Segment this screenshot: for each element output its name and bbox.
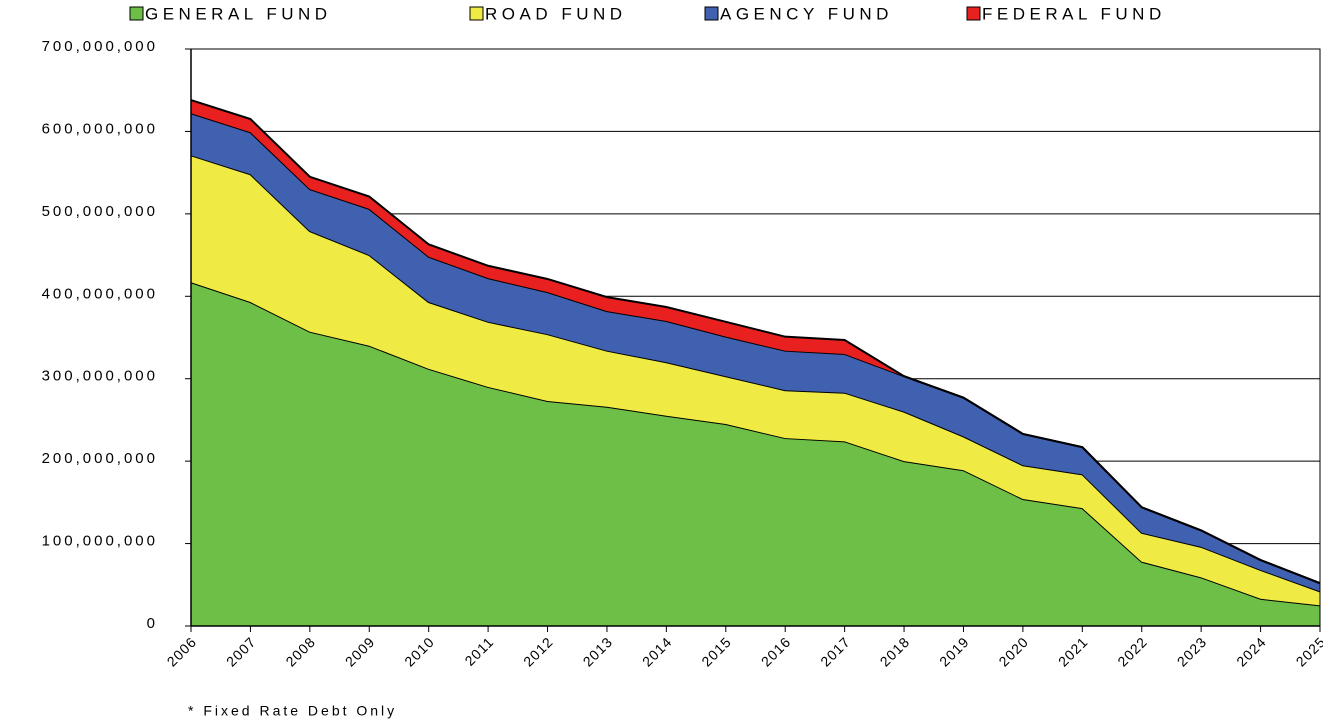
x-tick-label: 2017 (817, 633, 853, 669)
x-tick-label: 2024 (1233, 633, 1269, 669)
x-tick-label: 2010 (401, 633, 437, 669)
legend-swatch (469, 6, 484, 21)
legend-swatch (704, 6, 719, 21)
y-tick-label: 600,000,000 (42, 120, 158, 137)
x-tick-label: 2015 (698, 633, 734, 669)
x-tick-label: 2013 (580, 633, 616, 669)
x-tick-label: 2006 (164, 633, 200, 669)
x-tick-label: 2021 (1055, 633, 1091, 669)
x-tick-label: 2009 (342, 633, 378, 669)
y-tick-label: 0 (147, 615, 158, 632)
x-tick-label: 2019 (936, 633, 972, 669)
area (191, 282, 1320, 626)
legend-swatch (966, 6, 981, 21)
y-tick-label: 500,000,000 (42, 203, 158, 220)
x-tick-label: 2011 (461, 633, 496, 668)
x-tick-label: 2018 (877, 633, 913, 669)
x-tick-label: 2007 (223, 633, 259, 669)
legend-swatch (129, 6, 144, 21)
legend-label: FEDERAL FUND (982, 4, 1166, 23)
x-tick-label: 2023 (1174, 633, 1210, 669)
y-tick-label: 400,000,000 (42, 285, 158, 302)
legend-label: GENERAL FUND (145, 4, 332, 23)
footnote: * Fixed Rate Debt Only (188, 703, 397, 719)
legend-label: ROAD FUND (485, 4, 627, 23)
x-tick-label: 2008 (282, 633, 318, 669)
area (191, 100, 1320, 584)
area-edge (190, 99, 1321, 585)
area (191, 113, 1320, 592)
y-tick-label: 700,000,000 (42, 38, 158, 55)
x-tick-label: 2014 (639, 633, 675, 669)
x-tick-label: 2020 (995, 633, 1031, 669)
y-tick-label: 300,000,000 (42, 368, 158, 385)
x-tick-label: 2025 (1293, 633, 1323, 669)
area (191, 155, 1320, 606)
x-tick-label: 2022 (1114, 633, 1150, 669)
y-tick-label: 200,000,000 (42, 450, 158, 467)
x-tick-label: 2016 (758, 633, 794, 669)
y-tick-label: 100,000,000 (42, 533, 158, 550)
legend-label: AGENCY FUND (720, 4, 893, 23)
x-tick-label: 2012 (520, 633, 556, 669)
